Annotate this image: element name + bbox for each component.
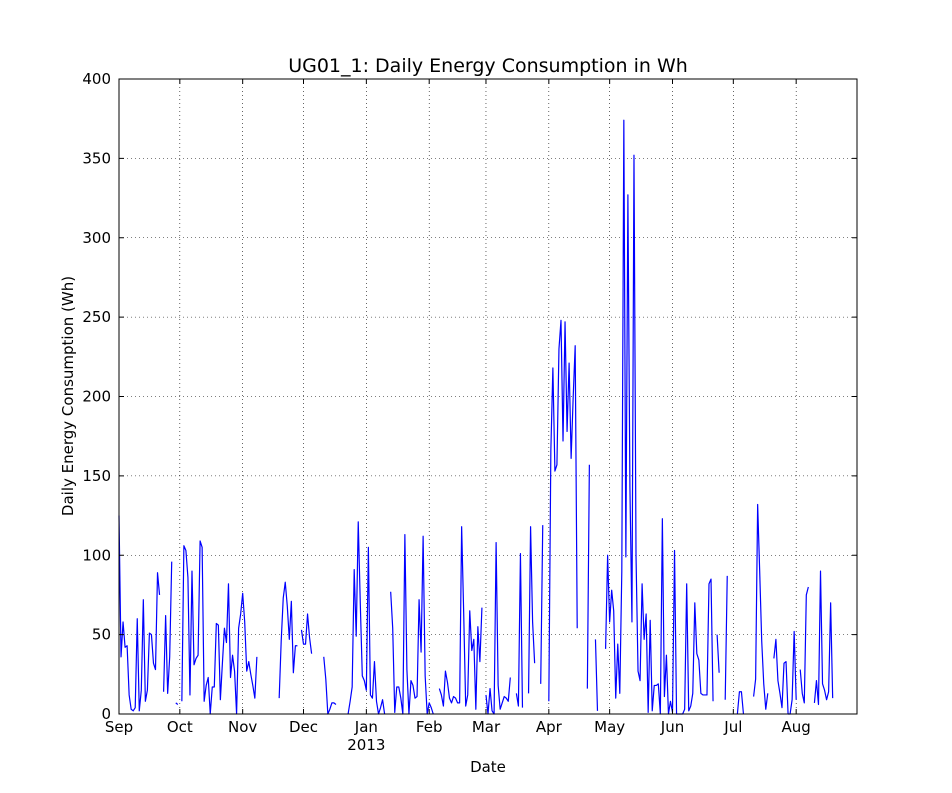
y-axis-label: Daily Energy Consumption (Wh): [59, 276, 77, 516]
x-tick-label: Sep: [105, 718, 133, 736]
series-group: [118, 119, 834, 715]
x-tick-label: Apr: [536, 718, 563, 736]
x-tick-label: Jun: [660, 718, 684, 736]
x-tick-label: Nov: [228, 718, 257, 736]
y-tick-label: 0: [101, 705, 111, 723]
y-tick-label: 250: [82, 308, 111, 326]
chart-title: UG01_1: Daily Energy Consumption in Wh: [288, 55, 688, 77]
y-tick-label: 400: [82, 70, 111, 88]
x-tick-label: Feb: [416, 718, 443, 736]
x-axis-label: Date: [470, 758, 506, 776]
y-tick-label: 50: [92, 626, 111, 644]
grid-lines: [119, 79, 857, 714]
x-tick-label: Oct: [167, 718, 193, 736]
x-tick-label: May: [594, 718, 625, 736]
y-tick-label: 350: [82, 149, 111, 167]
y-tick-label: 300: [82, 229, 111, 247]
x-tick-label: Mar: [472, 718, 501, 736]
y-tick-label: 100: [82, 546, 111, 564]
y-tick-label: 200: [82, 388, 111, 406]
axis-ticks: 0 50 100 150 200 250 300 350 400 Sep Oct Nov Dec Jan2…: [82, 70, 857, 754]
x-tick-label: Jul: [723, 718, 742, 736]
x-tick-label: Jan: [354, 718, 378, 736]
series-line-0: [118, 119, 834, 715]
x-tick-label: Dec: [289, 718, 318, 736]
y-tick-label: 150: [82, 467, 111, 485]
x-tick-label: Aug: [782, 718, 811, 736]
x-tick-year-label: 2013: [347, 736, 385, 754]
